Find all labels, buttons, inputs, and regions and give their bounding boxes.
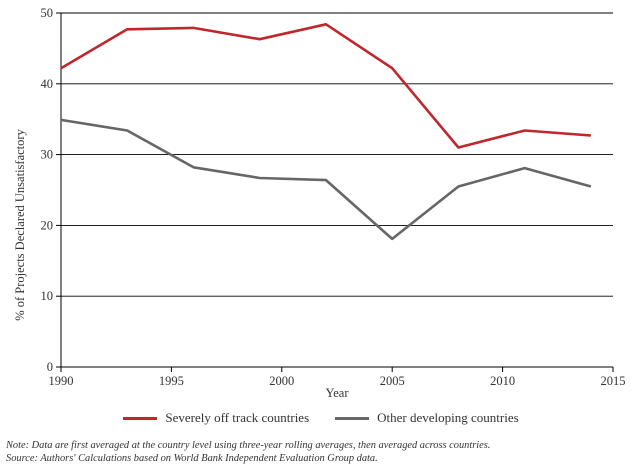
x-tick-labels: 1990 1995 2000 2005 2010 2015 [49, 367, 626, 388]
y-axis-title: % of Projects Declared Unsatisfactory [13, 128, 27, 320]
legend: Severely off track countries Other devel… [0, 408, 642, 428]
y-tick-label: 30 [41, 148, 54, 162]
x-tick-label: 2010 [490, 374, 515, 388]
chart-notes: Note: Data are first averaged at the cou… [6, 440, 638, 465]
series-lines [60, 22, 592, 241]
legend-swatch-red [123, 416, 158, 420]
x-axis-title: Year [325, 386, 349, 400]
x-tick-label: 2005 [380, 374, 405, 388]
source-text: Source: Authors' Calculations based on W… [6, 452, 378, 464]
y-tick-label: 0 [47, 360, 53, 374]
y-tick-label: 50 [41, 6, 54, 20]
note-text: Note: Data are first averaged at the cou… [6, 440, 491, 451]
y-tick-label: 20 [41, 218, 54, 232]
x-tick-label: 2015 [601, 374, 626, 388]
legend-label: Other developing countries [377, 410, 519, 425]
x-tick-label: 1990 [49, 374, 74, 388]
legend-item-other-developing: Other developing countries [335, 410, 519, 426]
series-line-severely-off-track [60, 22, 591, 149]
legend-swatch-gray [335, 416, 370, 420]
line-chart: 0 10 20 30 40 50 1990 1995 2000 2005 2010 2015 % o… [13, 6, 626, 400]
y-tick-labels: 0 10 20 30 40 50 [41, 6, 61, 374]
legend-item-severely-off-track: Severely off track countries [123, 410, 309, 426]
x-tick-label: 2000 [269, 374, 294, 388]
axes [60, 13, 613, 368]
series-line-other-developing [60, 118, 592, 241]
gridlines [61, 12, 613, 297]
legend-label: Severely off track countries [165, 410, 310, 425]
x-tick-label: 1995 [159, 374, 184, 388]
y-tick-label: 10 [41, 289, 54, 303]
y-tick-label: 40 [41, 77, 54, 91]
